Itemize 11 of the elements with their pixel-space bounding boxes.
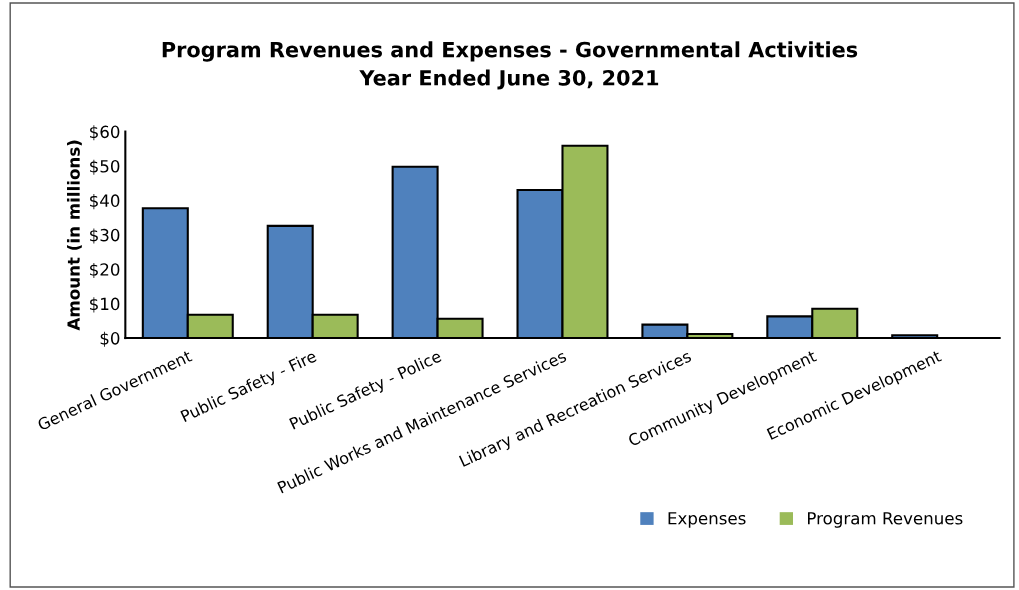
y-tick-label: $50 <box>90 159 120 175</box>
y-axis-title: Amount (in millions) <box>66 140 82 331</box>
legend-label: Program Revenues <box>808 512 963 528</box>
chart-title: Program Revenues and Expenses - Governmental Activities Year Ended June 30, 2021 <box>162 41 858 90</box>
y-tick-label: $40 <box>90 194 120 210</box>
y-tick-label: $60 <box>90 125 120 141</box>
legend-label: Expenses <box>668 512 746 528</box>
y-tick-label: $20 <box>90 262 120 279</box>
y-tick-label: $0 <box>100 331 120 347</box>
y-tick-label: $10 <box>90 297 120 313</box>
y-tick-label: $30 <box>90 228 120 244</box>
